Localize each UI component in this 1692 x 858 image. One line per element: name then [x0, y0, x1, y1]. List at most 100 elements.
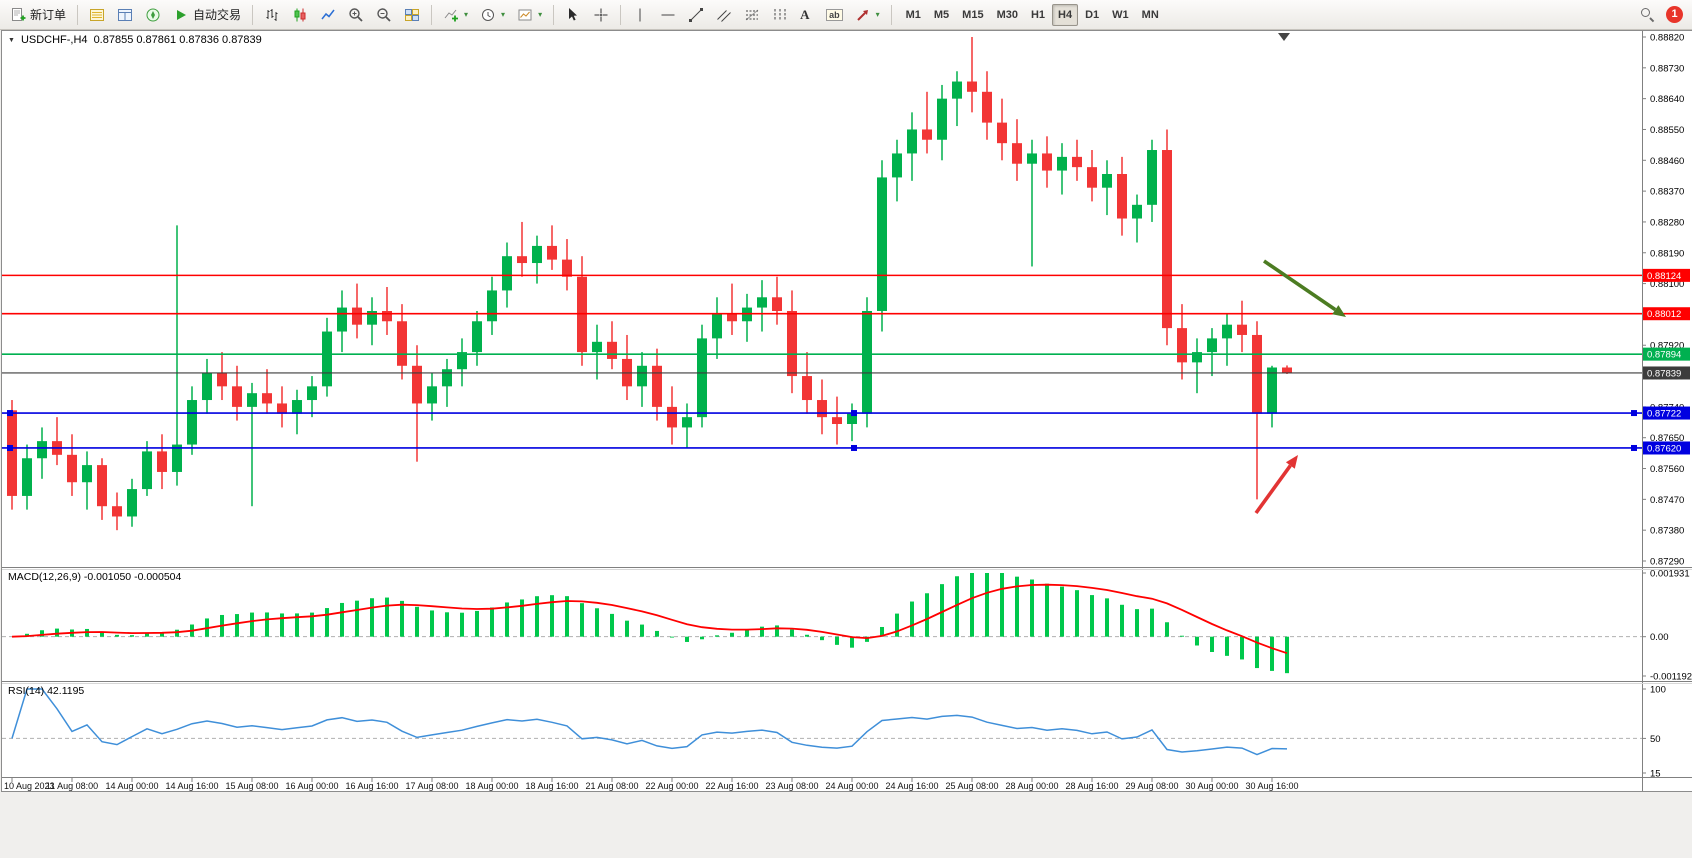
caret-down-icon: ▾ [501, 10, 506, 19]
candlestick-chart-button[interactable] [287, 3, 313, 27]
caret-down-icon: ▾ [538, 10, 543, 19]
bar-chart-button[interactable] [259, 3, 285, 27]
svg-text:24 Aug 00:00: 24 Aug 00:00 [825, 781, 878, 791]
trendline-button[interactable] [683, 3, 709, 27]
text-tool-icon: A [800, 6, 810, 22]
svg-text:15: 15 [1650, 769, 1661, 780]
chart-menu-icon[interactable]: ▼ [8, 37, 15, 44]
text-label-icon: ab [826, 8, 843, 21]
level-lines[interactable] [2, 274, 1642, 451]
svg-text:0.88460: 0.88460 [1650, 156, 1684, 167]
horizontal-line-button[interactable] [655, 3, 681, 27]
autotrading-label: 自动交易 [193, 8, 242, 22]
svg-text:0.87560: 0.87560 [1650, 464, 1684, 475]
data-window-icon [117, 7, 133, 23]
notification-badge[interactable]: 1 [1666, 6, 1683, 23]
timeframe-button-h4[interactable]: H4 [1052, 3, 1079, 26]
svg-text:23 Aug 08:00: 23 Aug 08:00 [765, 781, 818, 791]
channel-button[interactable] [711, 3, 737, 27]
tile-windows-button[interactable] [399, 3, 425, 27]
shapes-button[interactable]: ▾ [850, 3, 885, 27]
svg-text:0.87920: 0.87920 [1650, 341, 1684, 352]
svg-text:16 Aug 00:00: 16 Aug 00:00 [285, 781, 338, 791]
svg-text:18 Aug 00:00: 18 Aug 00:00 [465, 781, 518, 791]
toolbar-separator [890, 4, 892, 25]
svg-text:0.87620: 0.87620 [1647, 443, 1681, 454]
annotation-arrows[interactable] [1254, 259, 1346, 515]
indicators-button[interactable]: ▾ [438, 3, 473, 27]
autotrading-icon [173, 7, 189, 23]
rsi-line [11, 688, 1288, 756]
svg-text:0.00: 0.00 [1650, 632, 1669, 643]
timeframe-button-m15[interactable]: M15 [956, 4, 989, 26]
svg-text:0.87650: 0.87650 [1650, 433, 1684, 444]
zoom-in-button[interactable] [343, 3, 369, 27]
svg-text:100: 100 [1650, 685, 1666, 696]
line-chart-icon [320, 7, 336, 23]
svg-text:28 Aug 16:00: 28 Aug 16:00 [1065, 781, 1118, 791]
timeframe-button-m30[interactable]: M30 [991, 4, 1024, 26]
chart-canvas[interactable]: 0.88820 0.88730 0.88640 0.88550 0.88460 0.883… [2, 31, 1692, 791]
timeframe-button-m5[interactable]: M5 [928, 4, 955, 26]
crosshair-button[interactable] [588, 3, 614, 27]
timeframe-button-mn[interactable]: MN [1136, 4, 1165, 26]
toolbar-separator [252, 4, 254, 25]
svg-text:22 Aug 00:00: 22 Aug 00:00 [645, 781, 698, 791]
green-arrow-annotation [1262, 259, 1337, 312]
price-axis[interactable]: 0.88820 0.88730 0.88640 0.88550 0.88460 0.883… [1642, 31, 1684, 791]
svg-text:14 Aug 16:00: 14 Aug 16:00 [165, 781, 218, 791]
svg-text:24 Aug 16:00: 24 Aug 16:00 [885, 781, 938, 791]
caret-down-icon: ▾ [464, 10, 469, 19]
clock-icon [480, 7, 496, 23]
cursor-button[interactable] [560, 3, 586, 27]
template-icon [517, 7, 533, 23]
timeframe-button-d1[interactable]: D1 [1079, 4, 1105, 26]
svg-text:16 Aug 16:00: 16 Aug 16:00 [345, 781, 398, 791]
timeframe-button-h1[interactable]: H1 [1025, 4, 1051, 26]
svg-text:0.87380: 0.87380 [1650, 526, 1684, 537]
svg-text:0.88124: 0.88124 [1647, 271, 1681, 282]
candlestick-chart-icon [292, 7, 308, 23]
timeframe-button-w1[interactable]: W1 [1106, 4, 1135, 26]
rsi-label: RSI(14) 42.1195 [8, 685, 85, 697]
templates-button[interactable]: ▾ [512, 3, 547, 27]
horizontal-line-icon [660, 7, 676, 23]
search-icon [1640, 7, 1655, 22]
svg-text:17 Aug 08:00: 17 Aug 08:00 [405, 781, 458, 791]
periods-button[interactable]: ▾ [475, 3, 510, 27]
svg-text:0.88012: 0.88012 [1647, 309, 1681, 320]
new-order-button[interactable]: 新订单 [5, 3, 71, 27]
data-window-button[interactable] [112, 3, 138, 27]
svg-text:29 Aug 08:00: 29 Aug 08:00 [1125, 781, 1178, 791]
fibonacci-button[interactable] [739, 3, 765, 27]
timeframe-button-m1[interactable]: M1 [900, 4, 927, 26]
text-label-button[interactable]: ab [821, 3, 848, 27]
svg-text:28 Aug 00:00: 28 Aug 00:00 [1005, 781, 1058, 791]
zoom-out-button[interactable] [371, 3, 397, 27]
autotrading-button[interactable]: 自动交易 [168, 3, 246, 27]
text-button[interactable]: A [795, 3, 819, 27]
cycle-lines-button[interactable] [767, 3, 793, 27]
svg-text:0.88820: 0.88820 [1650, 33, 1684, 44]
line-chart-button[interactable] [315, 3, 341, 27]
cursor-icon [565, 7, 581, 23]
search-button[interactable] [1635, 3, 1660, 27]
tile-windows-icon [404, 7, 420, 23]
timeframe-group: M1 M5 M15 M30 H1 H4 D1 W1 MN [900, 3, 1165, 26]
svg-text:0.88730: 0.88730 [1650, 63, 1684, 74]
arrow-shape-icon [855, 7, 871, 23]
svg-text:10 Aug 2023: 10 Aug 2023 [4, 781, 55, 791]
market-watch-button[interactable] [84, 3, 110, 27]
navigator-button[interactable] [140, 3, 166, 27]
svg-text:0.87470: 0.87470 [1650, 495, 1684, 506]
new-order-label: 新订单 [30, 8, 67, 22]
toolbar-separator [77, 4, 79, 25]
fibonacci-icon [744, 7, 760, 23]
red-arrow-annotation [1254, 464, 1292, 515]
svg-text:0.88190: 0.88190 [1650, 248, 1684, 259]
svg-text:30 Aug 16:00: 30 Aug 16:00 [1245, 781, 1298, 791]
vertical-line-button[interactable] [627, 3, 653, 27]
market-watch-icon [89, 7, 105, 23]
channel-icon [716, 7, 732, 23]
